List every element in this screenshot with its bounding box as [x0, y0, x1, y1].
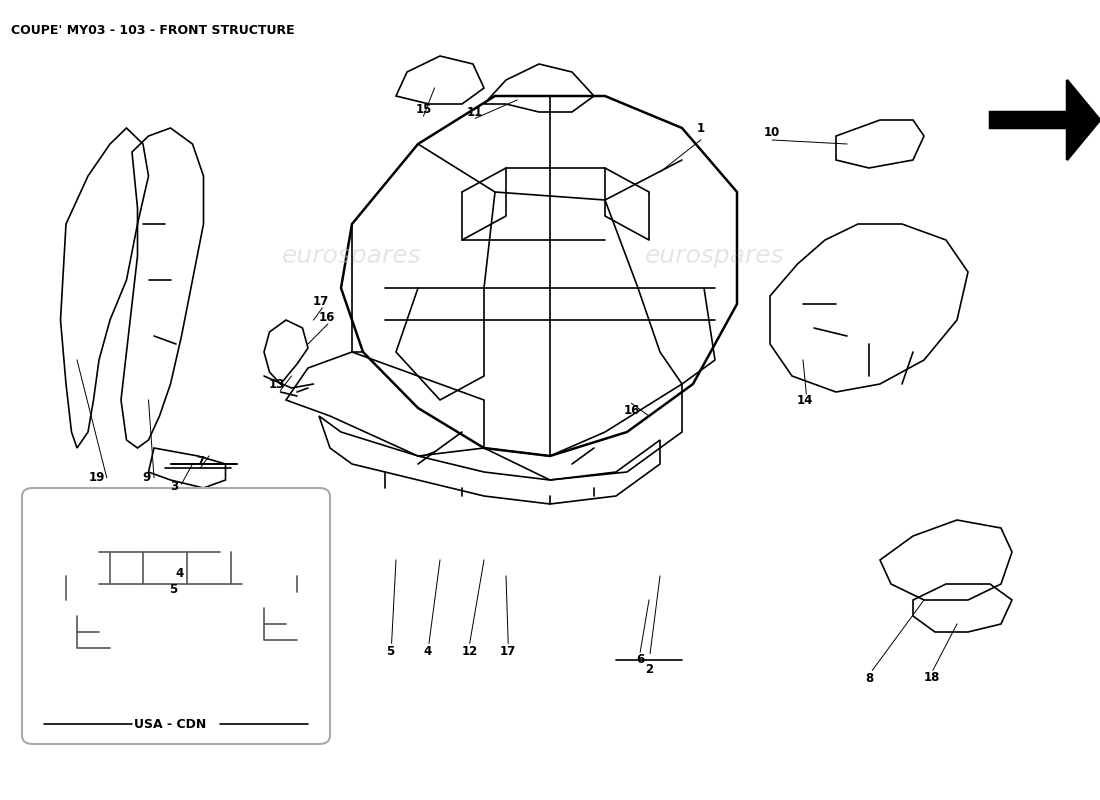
- Text: 13: 13: [270, 378, 285, 390]
- Text: 5: 5: [386, 645, 395, 658]
- Text: 16: 16: [319, 311, 334, 324]
- Text: 17: 17: [500, 645, 516, 658]
- Text: 1: 1: [696, 122, 705, 134]
- Text: 7: 7: [196, 455, 205, 468]
- Text: 15: 15: [416, 103, 431, 116]
- Text: 8: 8: [865, 672, 873, 685]
- Text: 12: 12: [462, 645, 477, 658]
- Text: 11: 11: [468, 106, 483, 118]
- Text: USA - CDN: USA - CDN: [134, 718, 207, 730]
- Text: 9: 9: [142, 471, 151, 484]
- Text: 17: 17: [314, 295, 329, 308]
- Text: 16: 16: [624, 404, 639, 417]
- Text: 6: 6: [636, 653, 645, 666]
- Text: 19: 19: [89, 471, 104, 484]
- Text: eurospares: eurospares: [646, 244, 784, 268]
- Text: 5: 5: [168, 583, 177, 596]
- Text: 10: 10: [764, 126, 780, 138]
- FancyBboxPatch shape: [22, 488, 330, 744]
- Text: 4: 4: [424, 645, 432, 658]
- Text: 18: 18: [924, 671, 939, 684]
- Polygon shape: [990, 80, 1100, 160]
- Text: 14: 14: [798, 394, 813, 406]
- Text: COUPE' MY03 - 103 - FRONT STRUCTURE: COUPE' MY03 - 103 - FRONT STRUCTURE: [11, 24, 295, 37]
- Text: 4: 4: [175, 567, 184, 580]
- Text: 2: 2: [645, 663, 653, 676]
- Text: 3: 3: [169, 480, 178, 493]
- Text: eurospares: eurospares: [283, 244, 421, 268]
